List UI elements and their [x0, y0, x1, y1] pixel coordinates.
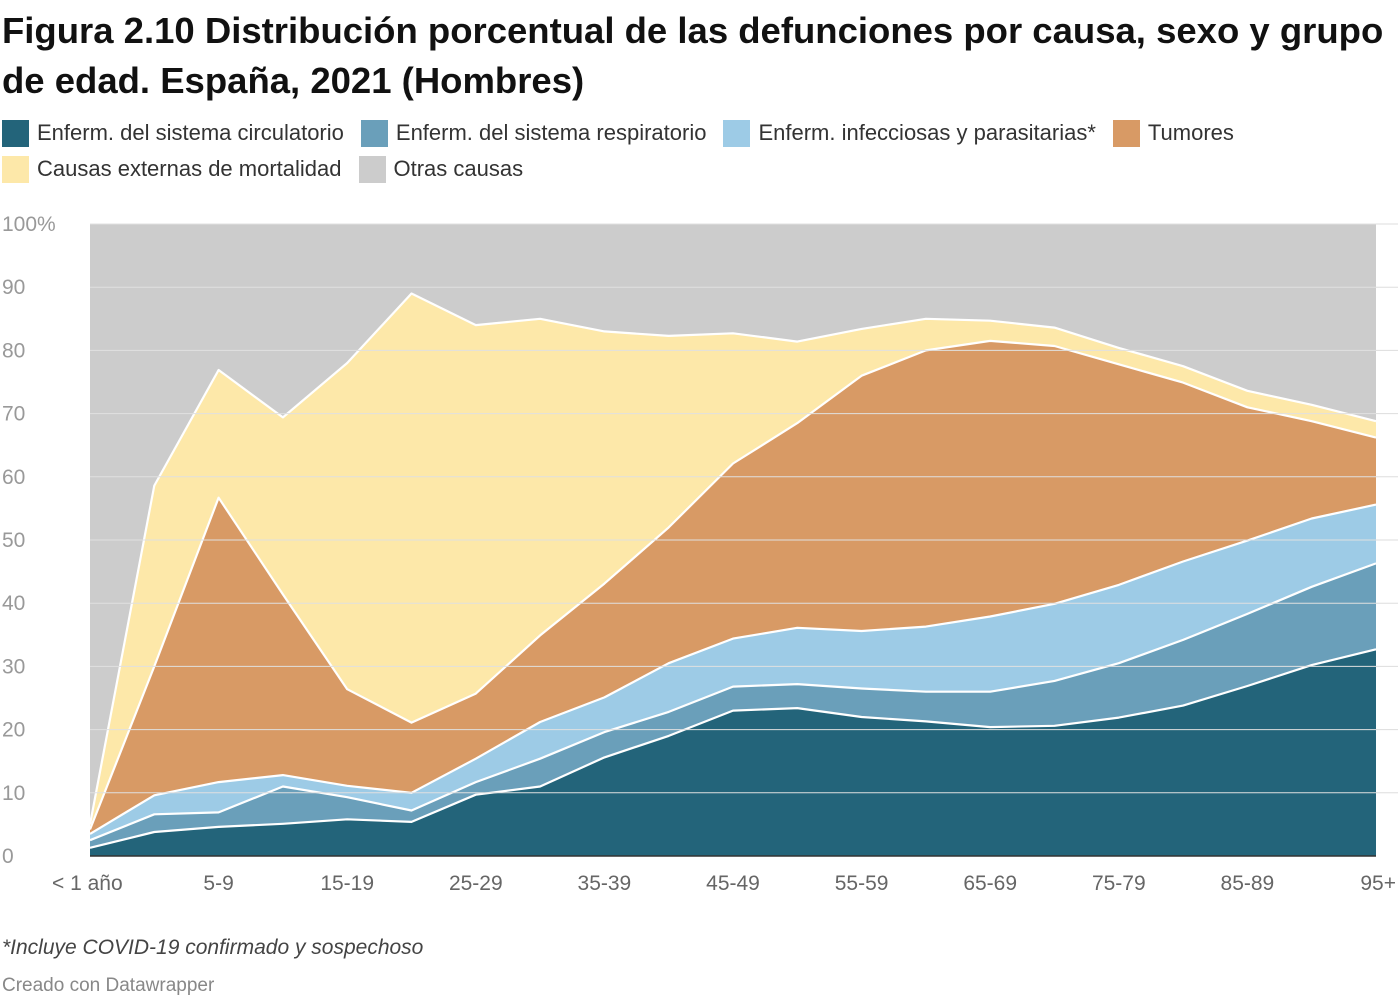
- y-axis-ticks: 100% 90 80 70 60 50 40 30 20 10 0: [2, 213, 56, 868]
- legend-item-circulatorio: Enferm. del sistema circulatorio: [2, 118, 344, 148]
- y-tick-label-50: 50: [2, 529, 25, 552]
- area-enferm-del-sistema-circulatorio: [90, 649, 1376, 856]
- area-enferm-del-sistema-respiratorio: [90, 563, 1376, 848]
- legend-swatch-externas: [2, 155, 29, 183]
- y-tick-label-60: 60: [2, 466, 25, 489]
- legend-item-otras: Otras causas: [358, 154, 524, 184]
- y-tick-label-100: 100%: [2, 213, 56, 236]
- footnote: *Incluye COVID-19 confirmado y sospechos…: [2, 936, 424, 959]
- area-layers: [88, 224, 1377, 856]
- x-tick-label-6: 55-59: [835, 872, 889, 895]
- legend-item-tumores: Tumores: [1112, 118, 1234, 148]
- legend-item-respiratorio: Enferm. del sistema respiratorio: [360, 118, 707, 148]
- area-causas-externas-de-mortalidad: [90, 293, 1376, 830]
- x-tick-label-5: 45-49: [706, 872, 760, 895]
- x-tick-label-1: 5-9: [203, 872, 233, 895]
- y-tick-label-30: 30: [2, 655, 25, 678]
- legend: Enferm. del sistema circulatorio Enferm.…: [2, 118, 1392, 184]
- x-tick-label-7: 65-69: [963, 872, 1017, 895]
- x-tick-label-8: 75-79: [1092, 872, 1146, 895]
- legend-label-externas: Causas externas de mortalidad: [37, 156, 342, 181]
- area-boundary-2: [89, 562, 1377, 842]
- x-tick-label-4: 35-39: [578, 872, 632, 895]
- chart-title: Figura 2.10 Distribución porcentual de l…: [2, 10, 1384, 101]
- legend-label-circulatorio: Enferm. del sistema circulatorio: [37, 120, 344, 145]
- y-tick-label-70: 70: [2, 403, 25, 426]
- area-otras-causas: [90, 224, 1376, 825]
- gridlines: [90, 223, 1398, 857]
- x-tick-label-0: < 1 año: [52, 872, 123, 895]
- x-tick-label-10: 95+: [1360, 872, 1396, 895]
- legend-swatch-infecciosas: [723, 119, 751, 147]
- area-boundary-1: [89, 648, 1377, 849]
- y-tick-label-10: 10: [2, 782, 25, 805]
- area-enferm-infecciosas-y-parasitarias: [90, 504, 1376, 841]
- x-tick-label-2: 15-19: [320, 872, 374, 895]
- legend-swatch-circulatorio: [2, 119, 29, 147]
- legend-item-externas: Causas externas de mortalidad: [2, 154, 342, 184]
- area-boundary-5: [88, 292, 1377, 825]
- legend-label-respiratorio: Enferm. del sistema respiratorio: [395, 120, 707, 145]
- y-tick-label-20: 20: [2, 719, 25, 742]
- legend-swatch-tumores: [1112, 119, 1140, 147]
- x-tick-label-3: 25-29: [449, 872, 503, 895]
- credit: Creado con Datawrapper: [2, 975, 215, 996]
- y-tick-label-0: 0: [2, 845, 14, 868]
- legend-label-otras: Otras causas: [393, 156, 524, 181]
- legend-swatch-respiratorio: [360, 119, 388, 147]
- area-boundary-3: [89, 503, 1377, 835]
- legend-swatch-otras: [358, 155, 386, 183]
- y-tick-label-40: 40: [2, 592, 25, 615]
- x-tick-label-9: 85-89: [1221, 872, 1275, 895]
- x-axis-ticks: < 1 año 5-9 15-19 25-29 35-39 45-49 55-59 65-69…: [52, 872, 1396, 895]
- stacked-area-chart: 100% 90 80 70 60 50 40 30 20 10 0 < 1 año 5-9 15-19 2…: [2, 213, 1398, 895]
- legend-label-tumores: Tumores: [1147, 120, 1234, 145]
- y-tick-label-80: 80: [2, 339, 25, 362]
- legend-item-infecciosas: Enferm. infecciosas y parasitarias*: [723, 118, 1096, 148]
- y-tick-label-90: 90: [2, 276, 25, 299]
- legend-label-infecciosas: Enferm. infecciosas y parasitarias*: [758, 120, 1096, 145]
- area-boundary-4: [88, 339, 1377, 830]
- area-tumores: [90, 340, 1376, 834]
